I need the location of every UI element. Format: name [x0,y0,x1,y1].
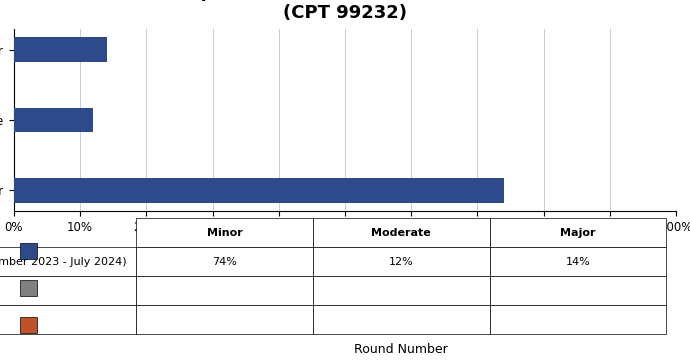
FancyBboxPatch shape [21,242,37,259]
Title: Evaluation and Management services
Outpatient Established Office Visits
(CPT 992: Evaluation and Management services Outpa… [156,0,534,22]
FancyBboxPatch shape [21,280,37,296]
Bar [14,108,93,132]
Text: Round Number: Round Number [355,343,448,356]
Bar [14,37,106,62]
FancyBboxPatch shape [21,317,37,333]
Bar [14,178,504,203]
